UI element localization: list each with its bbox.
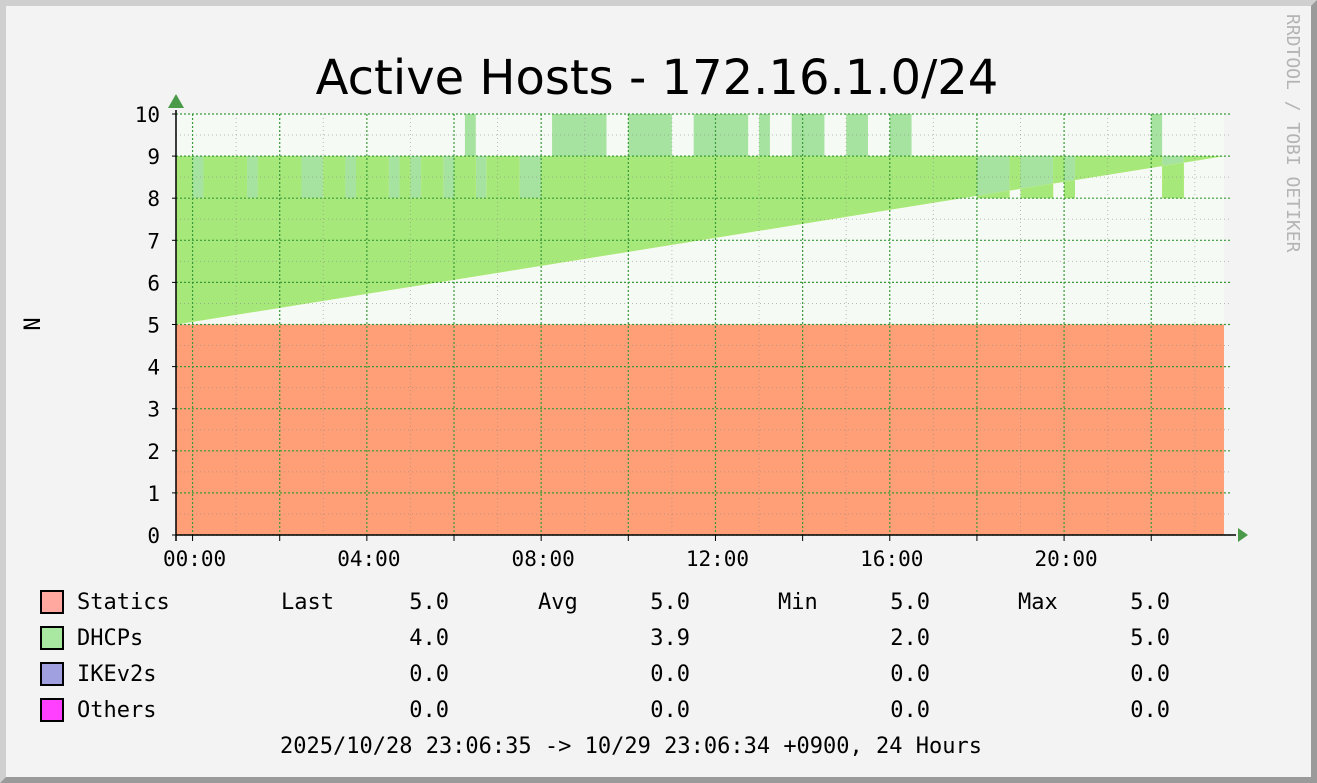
legend-value-max: 0.0 (1130, 662, 1170, 687)
y-axis-arrow (168, 94, 184, 108)
legend-value-min: 0.0 (890, 662, 930, 687)
legend-swatch-others (40, 698, 64, 722)
legend-header-max: Max (1018, 590, 1058, 615)
y-tick-label: 10 (135, 103, 160, 127)
legend-value-avg: 5.0 (650, 590, 690, 615)
legend: Statics Last Avg Min Max 5.0 5.0 5.0 5.0 DHCPs 4.0… (40, 590, 1170, 723)
legend-label-others: Others (77, 698, 156, 723)
legend-value-min: 5.0 (890, 590, 930, 615)
legend-value-avg: 0.0 (650, 662, 690, 687)
y-tick-label: 4 (147, 356, 160, 380)
legend-value-last: 0.0 (409, 662, 449, 687)
legend-value-last: 0.0 (409, 698, 449, 723)
x-tick-label: 20:00 (1034, 547, 1097, 571)
y-tick-label: 2 (147, 440, 160, 464)
legend-swatch-ikev2s (40, 662, 64, 686)
legend-value-avg: 0.0 (650, 698, 690, 723)
legend-value-max: 5.0 (1130, 590, 1170, 615)
legend-value-min: 0.0 (890, 698, 930, 723)
legend-value-min: 2.0 (890, 626, 930, 651)
legend-value-last: 4.0 (409, 626, 449, 651)
legend-header-avg: Avg (538, 590, 578, 615)
x-tick-label: 08:00 (512, 547, 575, 571)
y-tick-label: 1 (147, 482, 160, 506)
x-axis-arrow (1238, 528, 1248, 542)
plot-area: 0 1 2 3 4 5 6 7 8 9 10 00:00 04:00 08:00 12:00 16:00 20:… (135, 94, 1248, 571)
y-tick-label: 8 (147, 187, 160, 211)
x-tick-label: 04:00 (337, 547, 400, 571)
y-tick-label: 0 (147, 524, 160, 548)
y-tick-label: 9 (147, 145, 160, 169)
y-tick-label: 7 (147, 229, 160, 253)
y-tick-label: 6 (147, 271, 160, 295)
y-axis-label: N (21, 317, 46, 330)
legend-swatch-statics (40, 590, 64, 614)
legend-label-dhcps: DHCPs (77, 626, 143, 651)
legend-value-max: 5.0 (1130, 626, 1170, 651)
y-tick-label: 5 (147, 314, 160, 338)
watermark: RRDTOOL / TOBI OETIKER (1282, 14, 1303, 253)
legend-value-avg: 3.9 (650, 626, 690, 651)
legend-value-last: 5.0 (409, 590, 449, 615)
legend-header-last: Last (281, 590, 334, 615)
y-tick-label: 3 (147, 398, 160, 422)
chart-title: Active Hosts - 172.16.1.0/24 (316, 50, 999, 106)
legend-label-ikev2s: IKEv2s (77, 662, 156, 687)
time-range-footer: 2025/10/28 23:06:35 -> 10/29 23:06:34 +0… (280, 734, 982, 759)
legend-value-max: 0.0 (1130, 698, 1170, 723)
x-tick-label: 12:00 (686, 547, 749, 571)
x-tick-label: 00:00 (163, 547, 226, 571)
legend-header-min: Min (778, 590, 818, 615)
legend-label-statics: Statics (77, 590, 170, 615)
x-tick-label: 16:00 (860, 547, 923, 571)
legend-swatch-dhcps (40, 626, 64, 650)
